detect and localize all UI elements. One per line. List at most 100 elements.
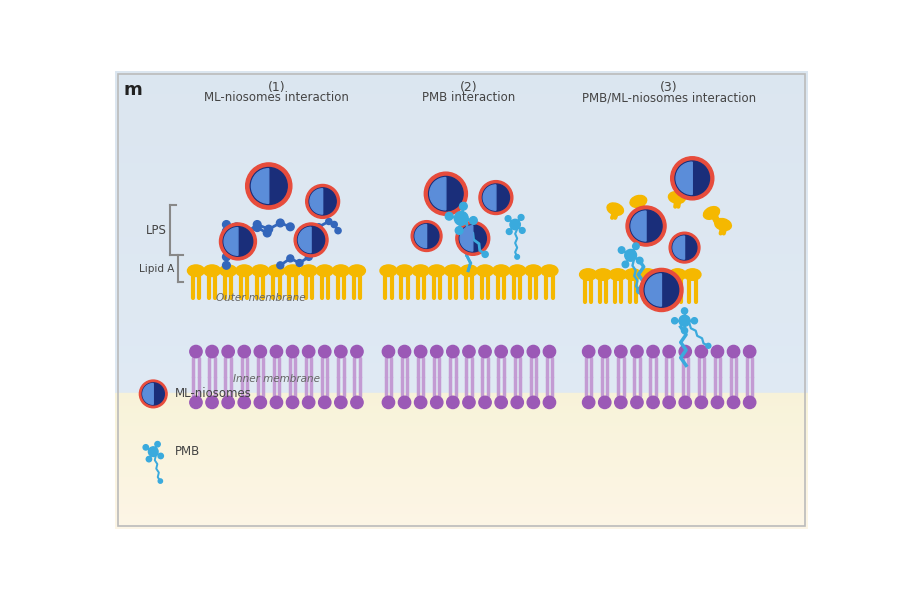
Circle shape xyxy=(711,396,724,409)
Circle shape xyxy=(479,345,491,358)
Circle shape xyxy=(727,396,740,409)
Bar xyxy=(115,403,808,409)
Ellipse shape xyxy=(639,268,656,280)
Circle shape xyxy=(544,345,555,358)
Circle shape xyxy=(286,223,294,230)
Bar xyxy=(115,380,808,386)
Bar xyxy=(115,106,808,111)
Text: ML-niosomes interaction: ML-niosomes interaction xyxy=(204,91,349,105)
Circle shape xyxy=(305,254,312,260)
Circle shape xyxy=(140,380,167,407)
Circle shape xyxy=(286,345,299,358)
Bar xyxy=(115,334,808,340)
Bar xyxy=(115,481,808,485)
Bar xyxy=(115,134,808,140)
Circle shape xyxy=(671,318,678,324)
Bar xyxy=(115,117,808,123)
Circle shape xyxy=(296,260,303,267)
Text: Lipid A: Lipid A xyxy=(139,264,174,274)
Circle shape xyxy=(615,345,627,358)
Bar xyxy=(115,504,808,508)
Circle shape xyxy=(598,396,611,409)
Bar xyxy=(115,464,808,468)
Circle shape xyxy=(158,453,164,459)
Bar xyxy=(115,197,808,203)
Ellipse shape xyxy=(595,268,611,280)
Circle shape xyxy=(265,225,273,233)
Circle shape xyxy=(254,345,266,358)
Circle shape xyxy=(582,345,595,358)
Circle shape xyxy=(681,308,688,314)
Bar xyxy=(115,393,808,397)
Bar xyxy=(115,483,808,489)
Circle shape xyxy=(264,229,271,237)
Bar xyxy=(115,444,808,448)
Circle shape xyxy=(298,226,325,254)
Bar xyxy=(115,420,808,426)
Circle shape xyxy=(319,396,331,409)
Bar xyxy=(115,243,808,248)
Ellipse shape xyxy=(541,265,558,276)
Bar xyxy=(115,454,808,458)
Bar xyxy=(115,511,808,515)
Circle shape xyxy=(691,318,698,324)
Circle shape xyxy=(319,345,331,358)
Bar xyxy=(115,169,808,174)
Bar xyxy=(115,180,808,185)
Circle shape xyxy=(456,222,490,255)
Wedge shape xyxy=(673,236,685,259)
Bar xyxy=(115,277,808,283)
Text: (2): (2) xyxy=(460,81,478,93)
Bar xyxy=(115,460,808,465)
Bar xyxy=(115,521,808,525)
Circle shape xyxy=(507,229,512,235)
Bar xyxy=(115,491,808,495)
Circle shape xyxy=(519,228,525,233)
Bar xyxy=(115,237,808,243)
Bar xyxy=(115,386,808,391)
Bar xyxy=(115,434,808,438)
Circle shape xyxy=(631,396,644,409)
Bar xyxy=(115,100,808,106)
Circle shape xyxy=(351,345,363,358)
Circle shape xyxy=(335,228,341,234)
Bar xyxy=(115,128,808,134)
Text: LPS: LPS xyxy=(146,224,166,237)
Circle shape xyxy=(446,345,459,358)
Circle shape xyxy=(286,396,299,409)
Circle shape xyxy=(711,345,724,358)
Bar xyxy=(115,146,808,151)
Ellipse shape xyxy=(492,265,509,276)
Circle shape xyxy=(636,257,643,264)
Bar xyxy=(115,391,808,397)
Bar xyxy=(115,477,808,483)
Circle shape xyxy=(527,396,539,409)
Bar xyxy=(115,409,808,415)
Circle shape xyxy=(206,396,218,409)
Circle shape xyxy=(309,188,337,215)
Circle shape xyxy=(454,211,468,225)
Circle shape xyxy=(331,222,338,228)
Bar xyxy=(115,501,808,505)
Bar xyxy=(115,488,808,492)
Bar xyxy=(115,470,808,475)
Bar xyxy=(115,494,808,498)
Bar xyxy=(115,447,808,451)
Circle shape xyxy=(670,232,700,263)
Bar xyxy=(115,174,808,180)
Circle shape xyxy=(479,396,491,409)
Bar xyxy=(115,407,808,411)
Bar xyxy=(115,271,808,277)
Circle shape xyxy=(640,268,683,311)
Ellipse shape xyxy=(301,265,317,276)
Bar xyxy=(115,71,808,77)
Bar xyxy=(115,478,808,482)
Text: Inner membrane: Inner membrane xyxy=(233,374,320,384)
Circle shape xyxy=(190,396,203,409)
Circle shape xyxy=(335,396,347,409)
Bar xyxy=(115,157,808,163)
Bar xyxy=(115,232,808,237)
Circle shape xyxy=(615,396,627,409)
Circle shape xyxy=(222,345,234,358)
Circle shape xyxy=(382,345,394,358)
